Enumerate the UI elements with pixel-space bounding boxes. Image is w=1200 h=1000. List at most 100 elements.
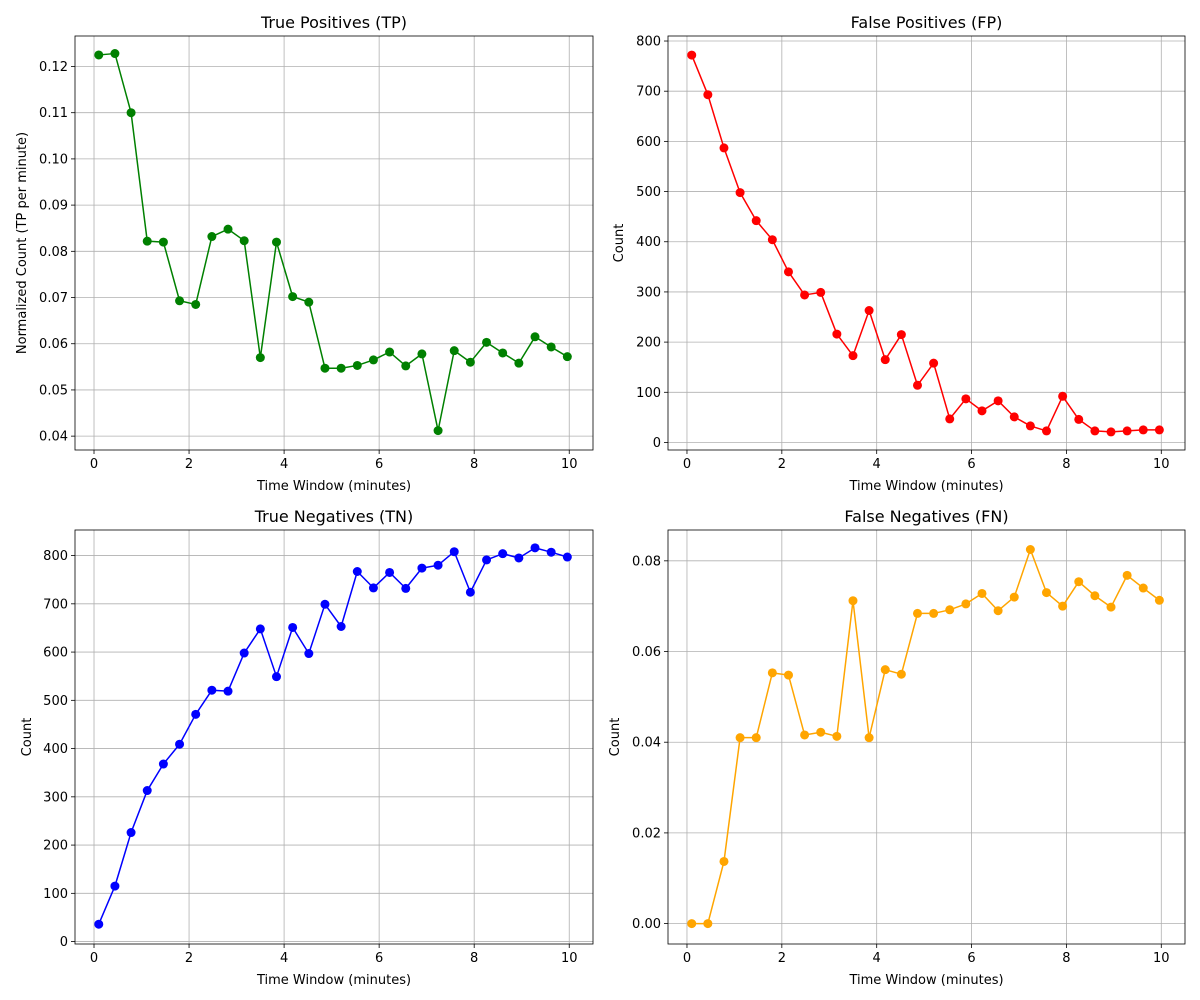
data-point [1090, 591, 1100, 601]
x-tick-label: 6 [375, 951, 383, 966]
data-point [1009, 592, 1019, 602]
subplot-1: 0 2 4 6 8 10 0.04 0.05 0.06 0.07 0.08 0.09 0.10 0.11 0… [15, 13, 594, 494]
data-point [271, 237, 281, 247]
data-point [703, 90, 713, 100]
data-point [368, 355, 378, 365]
y-axis-label: Count [612, 224, 627, 263]
data-point [562, 352, 572, 362]
data-point [207, 232, 217, 242]
y-tick-label: 0.11 [39, 106, 68, 121]
data-point [735, 733, 745, 743]
data-point [126, 828, 136, 838]
data-point [110, 49, 120, 59]
data-point [530, 332, 540, 342]
data-point [223, 686, 233, 696]
axes-frame [74, 35, 594, 451]
x-tick-label: 10 [1153, 951, 1170, 966]
data-point [1154, 595, 1164, 605]
data-point [687, 919, 697, 929]
y-tick-label: 800 [636, 35, 661, 50]
data-point [783, 670, 793, 680]
x-axis-label: Time Window (minutes) [848, 973, 1003, 988]
x-tick-label: 8 [470, 457, 478, 472]
data-point [848, 596, 858, 606]
data-point [1106, 427, 1116, 437]
subplot-4: 0 2 4 6 8 10 0.00 0.02 0.04 0.06 0.08 False Negativ… [608, 507, 1186, 988]
y-tick-label: 400 [43, 742, 68, 757]
x-tick-label: 2 [778, 457, 786, 472]
data-point [945, 605, 955, 615]
x-tick-label: 8 [1062, 457, 1070, 472]
data-point [417, 349, 427, 359]
data-point [562, 552, 572, 562]
data-point [896, 669, 906, 679]
data-point [800, 290, 810, 300]
y-tick-label: 500 [636, 185, 661, 200]
y-tick-label: 0.05 [39, 383, 68, 398]
y-tick-label: 0.04 [632, 736, 661, 751]
data-point [993, 606, 1003, 616]
data-point [385, 347, 395, 357]
y-tick-label: 300 [43, 790, 68, 805]
x-tick-label: 6 [375, 457, 383, 472]
x-tick-label: 4 [280, 951, 288, 966]
y-tick-label: 0.09 [39, 199, 68, 214]
y-axis-label: Count [608, 718, 623, 757]
data-point [336, 363, 346, 373]
data-point [1009, 412, 1019, 422]
data-point [816, 287, 826, 297]
data-point [880, 665, 890, 675]
series-line [98, 547, 568, 925]
data-point [687, 50, 697, 60]
data-point [1058, 391, 1068, 401]
y-tick-label: 700 [43, 597, 68, 612]
y-tick-label: 200 [43, 839, 68, 854]
axes-frame [74, 529, 594, 945]
y-tick-label: 0.10 [39, 152, 68, 167]
y-tick-label: 0.04 [39, 430, 68, 445]
data-point [912, 608, 922, 618]
data-point [126, 108, 136, 118]
x-tick-label: 2 [185, 457, 193, 472]
y-tick-label: 200 [636, 336, 661, 351]
data-point [433, 560, 443, 570]
y-axis-label: Count [20, 718, 35, 757]
y-tick-label: 0.08 [632, 554, 661, 569]
data-point [912, 380, 922, 390]
data-point [767, 235, 777, 245]
data-point [1138, 425, 1148, 435]
data-point [142, 786, 152, 796]
data-point [304, 649, 314, 659]
subplot-title: False Negatives (FN) [844, 507, 1008, 526]
series-line [98, 52, 568, 432]
x-tick-label: 4 [873, 457, 881, 472]
data-point [175, 296, 185, 306]
y-tick-label: 0 [653, 436, 661, 451]
y-tick-label: 0.06 [39, 337, 68, 352]
axes-frame [667, 529, 1186, 945]
data-point [783, 267, 793, 277]
data-point [1154, 425, 1164, 435]
data-point [1090, 426, 1100, 436]
y-tick-label: 500 [43, 694, 68, 709]
data-point [482, 337, 492, 347]
data-point [977, 588, 987, 598]
data-point [832, 329, 842, 339]
data-point [255, 624, 265, 634]
subplot-title: False Positives (FP) [851, 13, 1003, 32]
data-point [239, 648, 249, 658]
data-point [433, 426, 443, 436]
subplot-title: True Negatives (TN) [254, 507, 414, 526]
data-point [546, 547, 556, 557]
data-point [703, 919, 713, 929]
data-point [320, 363, 330, 373]
data-point [288, 622, 298, 632]
data-point [1106, 602, 1116, 612]
data-point [175, 739, 185, 749]
data-point [158, 237, 168, 247]
data-point [271, 672, 281, 682]
y-tick-label: 700 [636, 85, 661, 100]
x-axis-label: Time Window (minutes) [256, 973, 411, 988]
